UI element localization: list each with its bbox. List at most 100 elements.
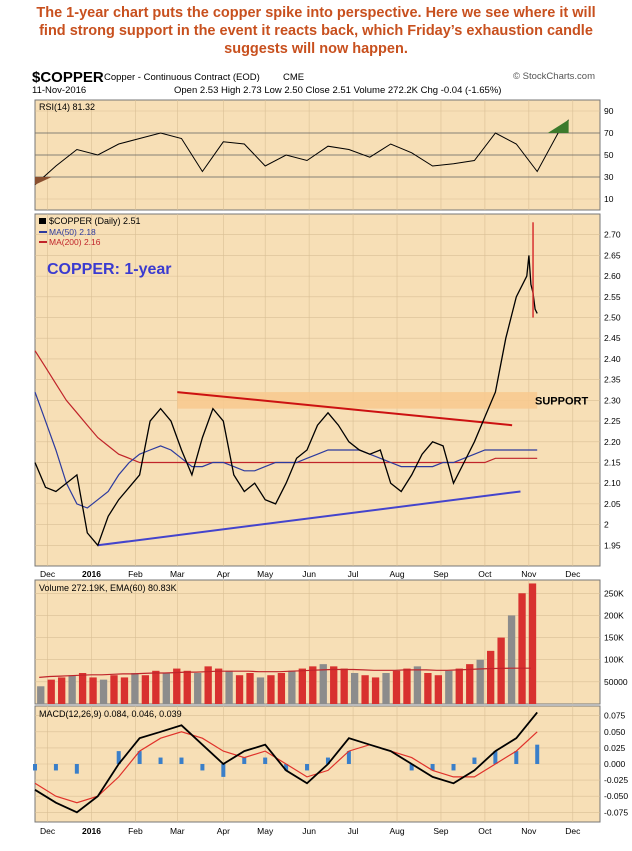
panel-frame	[34, 213, 601, 567]
ma200-line	[34, 350, 538, 464]
lower-trendline	[97, 490, 521, 547]
volume-bar	[194, 673, 202, 704]
volume-bar	[47, 679, 55, 704]
month-label: Feb	[128, 826, 143, 836]
commentary: The 1-year chart puts the copper spike i…	[0, 4, 632, 58]
macd-histogram-bar	[535, 744, 540, 764]
volume-bar	[78, 673, 87, 704]
date-label: 11-Nov-2016	[32, 85, 86, 96]
volume-bar	[277, 673, 286, 704]
volume-bar	[528, 583, 537, 704]
price-tick-label: 2.30	[604, 395, 621, 405]
exchange-label: CME	[283, 72, 304, 83]
rsi-tick-label: 70	[604, 128, 614, 138]
volume-tick-label: 200K	[604, 610, 624, 620]
volume-bar	[340, 668, 348, 704]
month-label: Oct	[478, 826, 492, 836]
symbol-label: $COPPER	[32, 69, 104, 86]
commentary-line: The 1-year chart puts the copper spike i…	[36, 5, 596, 21]
macd-tick-label: 0.025	[604, 743, 626, 753]
month-label: Jun	[302, 569, 316, 579]
volume-bar	[214, 668, 223, 704]
volume-bar	[120, 677, 129, 704]
month-label: Aug	[389, 826, 404, 836]
volume-bar	[131, 673, 139, 704]
volume-ema-line	[39, 667, 531, 678]
volume-bar	[403, 668, 411, 704]
macd-line	[34, 711, 538, 814]
price-tick-label: 2	[604, 520, 609, 530]
month-label: Dec	[565, 569, 581, 579]
price-tick-label: 2.60	[604, 271, 621, 281]
rsi-title: RSI(14) 81.32	[39, 102, 95, 112]
macd-tick-label: 0.000	[604, 759, 626, 769]
price-panel: 1.95 2 2.05 2.10 2.15 2.20 2.25 2.30 2.35 2.40 2.4…	[34, 213, 621, 579]
volume-bar	[371, 677, 380, 704]
macd-histogram-bar	[346, 751, 351, 764]
volume-bar	[256, 677, 265, 704]
support-label: SUPPORT	[535, 395, 588, 407]
volume-bar	[309, 666, 317, 704]
volume-bar	[330, 666, 338, 704]
macd-histogram-bar	[74, 764, 79, 774]
price-tick-label: 2.15	[604, 457, 621, 467]
macd-histogram-bar	[305, 764, 310, 771]
macd-histogram-bar	[493, 751, 498, 764]
volume-bar	[89, 677, 97, 704]
ma50-legend: MA(50) 2.18	[49, 227, 96, 237]
rsi-oversold-fill	[35, 177, 52, 185]
volume-bar	[424, 673, 432, 704]
watermark: © StockCharts.com	[513, 71, 595, 82]
volume-bar	[37, 686, 45, 704]
macd-histogram-bar	[472, 757, 477, 764]
volume-bar	[466, 664, 474, 704]
volume-tick-label: 50000	[604, 677, 628, 687]
macd-histogram-bar	[200, 764, 205, 771]
month-label: Dec	[40, 826, 56, 836]
macd-histogram-bar	[451, 764, 456, 771]
quote-label: Open 2.53 High 2.73 Low 2.50 Close 2.51 …	[174, 85, 501, 96]
price-tick-label: 2.45	[604, 333, 621, 343]
rsi-overbought-fill	[547, 119, 569, 133]
macd-signal-line	[34, 731, 538, 804]
volume-bar	[455, 668, 463, 704]
month-label: Dec	[565, 826, 581, 836]
ma200-legend: MA(200) 2.16	[49, 237, 101, 247]
macd-histogram-bar	[284, 764, 289, 771]
price-tick-label: 2.20	[604, 437, 621, 447]
month-label: Sep	[433, 569, 448, 579]
ma50-line	[34, 391, 538, 509]
description-label: Copper - Continuous Contract (EOD)	[104, 72, 260, 83]
volume-bar	[497, 637, 505, 704]
rsi-tick-label: 90	[604, 106, 614, 116]
month-label: Sep	[433, 826, 448, 836]
macd-tick-label: 0.050	[604, 727, 626, 737]
chart-label: COPPER: 1-year	[47, 261, 172, 278]
support-zone	[177, 392, 538, 409]
macd-tick-label: -0.050	[604, 791, 628, 801]
volume-bar	[507, 615, 516, 704]
rsi-tick-label: 50	[604, 150, 614, 160]
volume-title: Volume 272.19K, EMA(60) 80.83K	[39, 583, 177, 593]
macd-tick-label: 0.075	[604, 711, 626, 721]
volume-bar	[68, 675, 76, 704]
month-label: Apr	[217, 569, 230, 579]
month-label: Nov	[521, 826, 537, 836]
volume-tick-label: 150K	[604, 633, 624, 643]
macd-histogram-bar	[263, 757, 268, 764]
price-tick-label: 2.70	[604, 230, 621, 240]
macd-title: MACD(12,26,9) 0.084, 0.046, 0.039	[39, 709, 182, 719]
macd-panel: -0.075 -0.050 -0.025 0.000 0.025 0.050 0.075 MA…	[33, 705, 628, 836]
macd-histogram-bar	[116, 751, 121, 764]
price-tick-label: 2.10	[604, 478, 621, 488]
month-label: Apr	[217, 826, 230, 836]
price-tick-label: 2.65	[604, 250, 621, 260]
volume-tick-label: 250K	[604, 588, 624, 598]
macd-histogram-bar	[158, 757, 163, 764]
volume-bar	[288, 670, 296, 704]
volume-bar	[298, 668, 306, 704]
volume-bar	[162, 673, 170, 704]
volume-bar	[225, 670, 233, 704]
month-label: Jun	[302, 826, 316, 836]
